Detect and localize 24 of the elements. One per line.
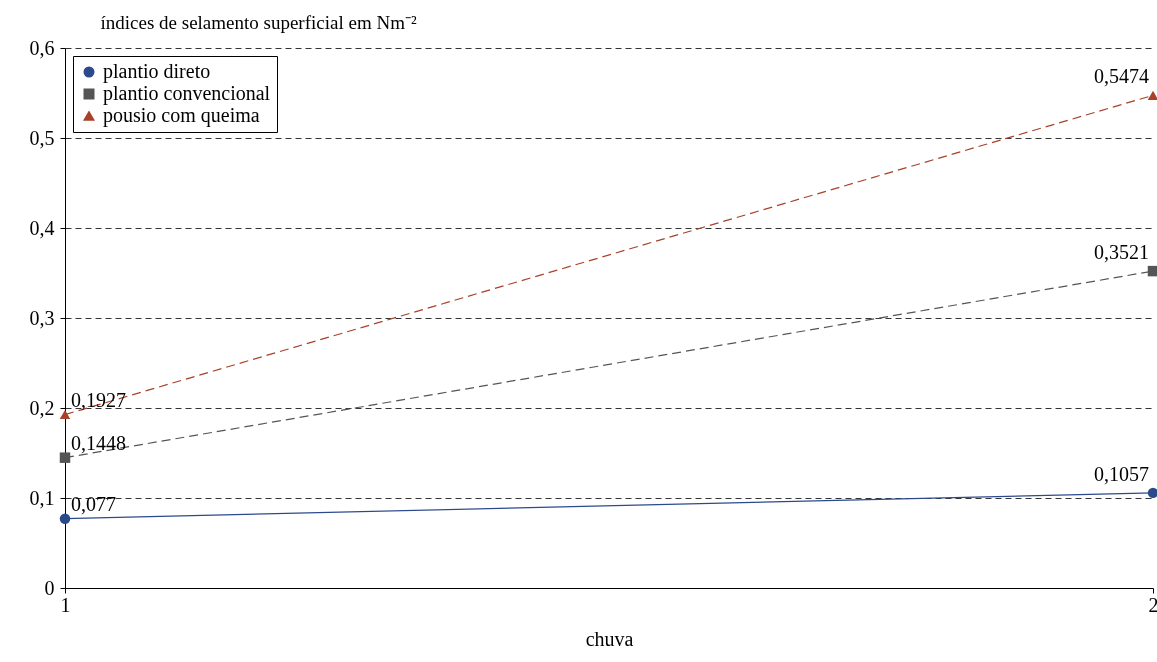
y-tick-label: 0,2 xyxy=(29,396,55,419)
point xyxy=(1147,265,1157,277)
data-label: 0,077 xyxy=(71,492,116,515)
y-tick-label: 0,1 xyxy=(29,486,55,509)
point xyxy=(1147,487,1157,499)
legend-label: plantio direto xyxy=(103,60,211,83)
y-tick-label: 0,4 xyxy=(29,216,55,239)
point xyxy=(59,452,71,463)
legend-label: plantio convencional xyxy=(103,82,271,105)
y-tick-label: 0,5 xyxy=(29,126,55,149)
x-tick-label: 1 xyxy=(60,593,71,616)
data-label: 0,1057 xyxy=(1094,462,1149,485)
y-axis-title: índices de selamento superficial em Nm⁻² xyxy=(100,11,417,33)
data-label: 0,5474 xyxy=(1094,65,1149,88)
data-label: 0,1927 xyxy=(71,388,126,411)
data-label: 0,1448 xyxy=(71,431,126,454)
x-axis-title: chuva xyxy=(585,627,634,650)
y-tick-label: 0 xyxy=(44,576,55,599)
point xyxy=(59,513,71,524)
x-tick-label: 2 xyxy=(1148,593,1157,616)
y-tick-label: 0,6 xyxy=(29,36,55,59)
legend-label: pousio com queima xyxy=(103,104,260,127)
y-tick-label: 0,3 xyxy=(29,306,55,329)
data-label: 0,3521 xyxy=(1094,241,1149,264)
